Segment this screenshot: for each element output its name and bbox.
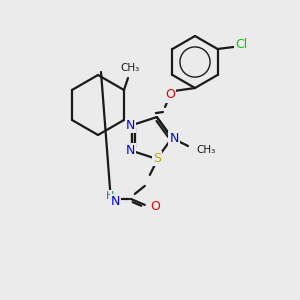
Text: O: O: [165, 88, 175, 101]
Text: CH₃: CH₃: [120, 63, 140, 73]
Text: O: O: [150, 200, 160, 213]
Text: N: N: [111, 195, 121, 208]
Text: N: N: [125, 144, 135, 158]
Text: CH₃: CH₃: [196, 145, 215, 155]
Text: Cl: Cl: [236, 38, 247, 52]
Text: N: N: [125, 118, 135, 132]
Text: H: H: [106, 191, 114, 201]
Text: S: S: [153, 152, 161, 165]
Text: N: N: [169, 131, 179, 145]
